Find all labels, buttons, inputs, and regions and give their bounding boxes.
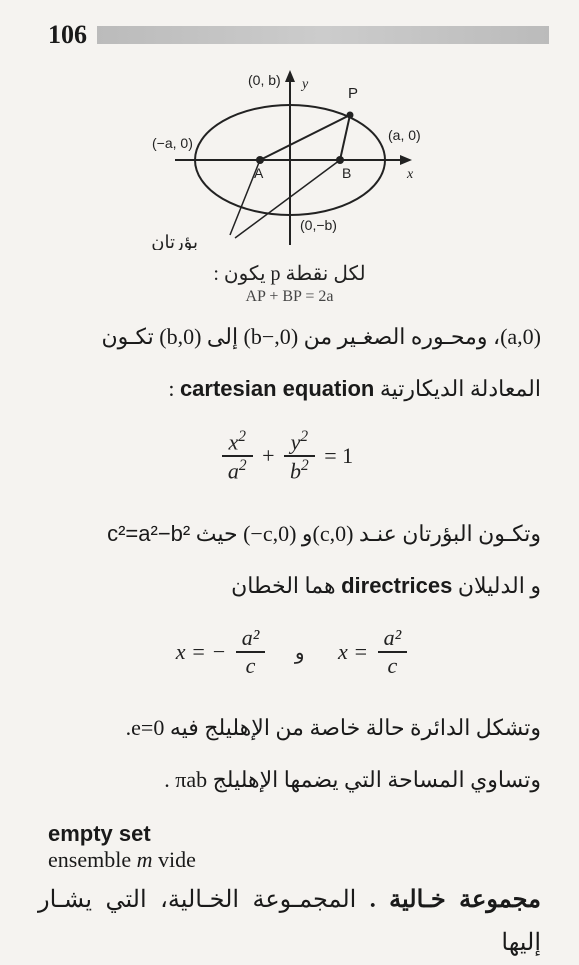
ellipse-svg: (0, b) y P (a, 0) (−a, 0) x A B (0,−b) ب… xyxy=(150,70,430,250)
label-right: (a, 0) xyxy=(388,127,421,143)
eq2-mid: و xyxy=(295,640,305,665)
label-P: P xyxy=(348,85,358,102)
eq2-lhs2: x = xyxy=(338,639,368,665)
label-x: x xyxy=(406,167,414,182)
paragraph-2b: و الدليلان directrices هما الخطان xyxy=(0,555,579,607)
eq2-d2: c xyxy=(378,653,408,679)
label-top: (0, b) xyxy=(248,72,281,88)
term-english: empty set xyxy=(0,801,579,847)
label-A: A xyxy=(254,165,264,181)
para2b-ar: و الدليلان xyxy=(452,573,541,598)
paragraph-1b: المعادلة الديكارتية cartesian equation : xyxy=(0,358,579,410)
paragraph-2a: وتكـون البؤرتان عنـد (c,0)و (c,0−) حيث c… xyxy=(0,503,579,555)
para2a-latin: c²=a²−b² xyxy=(107,521,190,546)
diagram-equation: AP + BP = 2a xyxy=(150,288,430,306)
term-french: ensemble m vide xyxy=(0,847,579,873)
para1b-tail: : xyxy=(168,376,180,401)
ar-def-head: مجموعة خـالية . xyxy=(356,887,541,913)
page-number: 106 xyxy=(48,20,87,50)
diagram-caption: لكل نقطة p يكون : xyxy=(150,261,430,286)
para2b-latin: directrices xyxy=(341,573,452,598)
header-bar xyxy=(97,26,549,44)
term-fr-b: vide xyxy=(152,847,195,872)
para2a-ar: وتكـون البؤرتان عنـد (c,0)و (c,0−) حيث xyxy=(190,521,541,546)
arabic-definition: مجموعة خـالية . المجمـوعة الخـالية، التي… xyxy=(0,873,579,965)
ellipse-diagram-container: (0, b) y P (a, 0) (−a, 0) x A B (0,−b) ب… xyxy=(0,70,579,306)
term-fr-m: m xyxy=(137,847,153,872)
foci-label: بؤرتان xyxy=(151,232,198,250)
paragraph-4: وتساوي المساحة التي يضمها الإهليلج πab . xyxy=(0,749,579,801)
para1b-ar: المعادلة الديكارتية xyxy=(374,376,541,401)
eq1-n2: y xyxy=(291,429,301,454)
paragraph-3: وتشكل الدائرة حالة خاصة من الإهليلج فيه … xyxy=(0,697,579,749)
page-header: 106 xyxy=(0,0,579,50)
label-B: B xyxy=(342,165,351,181)
eq1-d2: b xyxy=(290,459,301,484)
eq2-d1: c xyxy=(236,653,266,679)
label-bottom: (0,−b) xyxy=(300,217,337,233)
ellipse-diagram: (0, b) y P (a, 0) (−a, 0) x A B (0,−b) ب… xyxy=(150,70,430,306)
eq1-d1: a xyxy=(228,459,239,484)
eq2-n1: a² xyxy=(236,625,266,653)
eq1-n1: x xyxy=(228,429,238,454)
label-y: y xyxy=(300,77,309,92)
eq1-rhs: = 1 xyxy=(324,443,353,469)
para1b-latin: cartesian equation xyxy=(180,376,374,401)
label-left: (−a, 0) xyxy=(152,135,193,151)
paragraph-1a: (a,0)، ومحـوره الصغـير من (b−,0) إلى (0,… xyxy=(0,306,579,358)
eq2-lhs1: x = − xyxy=(176,639,226,665)
eq2-n2: a² xyxy=(378,625,408,653)
term-fr-a: ensemble xyxy=(48,847,137,872)
para2b-tail: هما الخطان xyxy=(231,573,341,598)
equation-directrices: x = − a²c و x = a²c xyxy=(0,625,579,680)
equation-ellipse: x2a2 + y2b2 = 1 xyxy=(0,428,579,485)
